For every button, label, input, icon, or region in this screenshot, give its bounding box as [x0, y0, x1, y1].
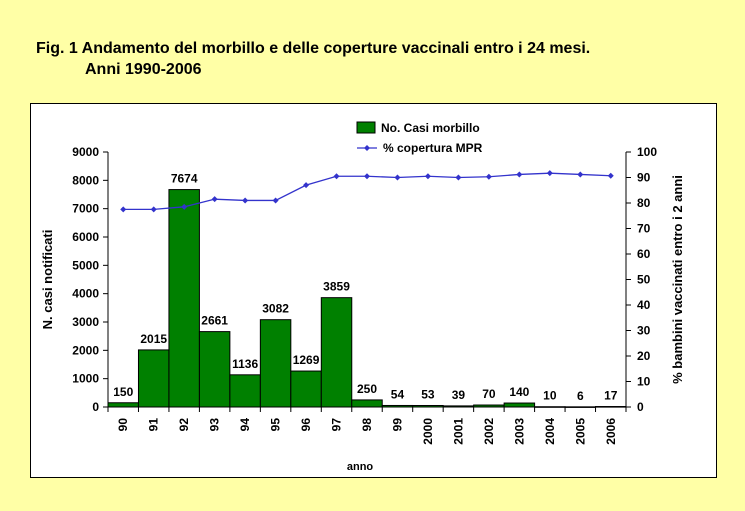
x-tick-label: 93	[208, 418, 222, 432]
x-tick-label: 2002	[482, 418, 496, 445]
x-tick-label: 97	[330, 418, 344, 432]
coverage-point-2005	[577, 171, 584, 178]
x-tick-label: 95	[269, 418, 283, 432]
data-label-90: 150	[113, 385, 133, 399]
y-axis-title: N. casi notificati	[40, 230, 55, 330]
coverage-point-92	[181, 203, 188, 210]
left-tick-label: 2000	[72, 343, 99, 357]
right-tick-label: 40	[637, 298, 651, 312]
data-label-2006: 17	[604, 389, 618, 403]
coverage-point-2001	[455, 174, 462, 181]
legend-line-marker	[364, 145, 370, 151]
coverage-point-98	[364, 173, 370, 180]
right-tick-label: 0	[637, 400, 644, 414]
coverage-point-2000	[424, 173, 431, 180]
data-label-97: 3859	[323, 280, 350, 294]
x-tick-label: 2003	[512, 418, 526, 445]
legend-line-label: % copertura MPR	[383, 141, 483, 155]
x-tick-label: 91	[147, 418, 161, 432]
left-tick-label: 0	[92, 400, 99, 414]
coverage-point-96	[303, 182, 310, 189]
left-tick-label: 6000	[72, 230, 99, 244]
bar-92	[168, 189, 200, 408]
data-label-2005: 6	[577, 389, 584, 403]
right-tick-label: 90	[637, 171, 651, 185]
bar-91	[137, 349, 170, 408]
coverage-point-2004	[546, 170, 553, 177]
left-tick-label: 9000	[72, 145, 99, 159]
bar-96	[290, 370, 322, 408]
x-tick-label: 94	[238, 418, 252, 432]
left-tick-label: 7000	[72, 202, 99, 216]
right-tick-label: 50	[637, 273, 651, 287]
chart-title: Fig. 1 Andamento del morbillo e delle co…	[36, 38, 590, 80]
coverage-point-95	[272, 197, 279, 204]
bar-94	[229, 374, 261, 408]
data-label-91: 2015	[140, 332, 167, 346]
bar-2003	[503, 402, 536, 408]
bar-97	[320, 297, 353, 408]
right-tick-label: 100	[637, 145, 657, 159]
x-tick-label: 2001	[451, 418, 465, 445]
coverage-point-2002	[485, 173, 492, 180]
chart-frame	[30, 103, 717, 478]
bar-90	[107, 402, 139, 408]
left-tick-label: 5000	[72, 258, 99, 272]
data-label-93: 2661	[201, 314, 228, 328]
x-tick-label: 99	[390, 418, 404, 432]
coverage-point-99	[394, 174, 401, 181]
coverage-point-91	[150, 206, 157, 213]
x-tick-label: 2005	[573, 418, 587, 445]
right-tick-label: 70	[637, 222, 651, 236]
x-tick-label: 90	[116, 418, 130, 432]
legend-bar-label: No. Casi morbillo	[381, 121, 480, 135]
right-tick-label: 10	[637, 375, 651, 389]
bar-98	[351, 399, 383, 408]
data-label-99: 54	[391, 387, 405, 401]
data-label-96: 1269	[293, 353, 320, 367]
left-tick-label: 4000	[72, 287, 99, 301]
coverage-point-2003	[516, 171, 523, 178]
legend-bar-swatch	[356, 121, 376, 134]
left-tick-label: 3000	[72, 315, 99, 329]
left-tick-label: 8000	[72, 173, 99, 187]
coverage-point-93	[211, 196, 218, 203]
right-tick-label: 30	[637, 324, 651, 338]
data-label-2000: 53	[421, 387, 435, 401]
coverage-point-2006	[607, 172, 614, 179]
data-label-92: 7674	[171, 172, 198, 186]
x-tick-label: 98	[360, 418, 374, 432]
x-tick-label: 2006	[604, 418, 618, 445]
coverage-point-90	[120, 206, 127, 213]
data-label-98: 250	[357, 382, 377, 396]
data-label-2002: 70	[482, 387, 496, 401]
data-label-94: 1136	[232, 357, 258, 371]
chart-title-line-2: Anni 1990-2006	[85, 61, 202, 78]
right-tick-label: 60	[637, 247, 651, 261]
x-tick-label: 2000	[421, 418, 435, 445]
coverage-point-97	[333, 173, 340, 180]
left-tick-label: 1000	[72, 372, 99, 386]
right-tick-label: 20	[637, 349, 651, 363]
bar-95	[259, 319, 292, 408]
data-label-2001: 39	[452, 388, 466, 402]
y2-axis-title: % bambini vaccinati entro i 2 anni	[670, 175, 685, 384]
coverage-point-94	[242, 197, 249, 204]
data-label-2004: 10	[543, 389, 557, 403]
bar-93	[198, 331, 231, 408]
x-tick-label: 96	[299, 418, 313, 432]
data-label-2003: 140	[509, 385, 529, 399]
x-axis-title: anno	[347, 461, 374, 473]
right-tick-label: 80	[637, 196, 651, 210]
data-label-95: 3082	[262, 302, 289, 316]
x-tick-label: 92	[177, 418, 191, 432]
x-tick-label: 2004	[543, 418, 557, 445]
chart-title-line-1: Fig. 1 Andamento del morbillo e delle co…	[36, 40, 591, 57]
